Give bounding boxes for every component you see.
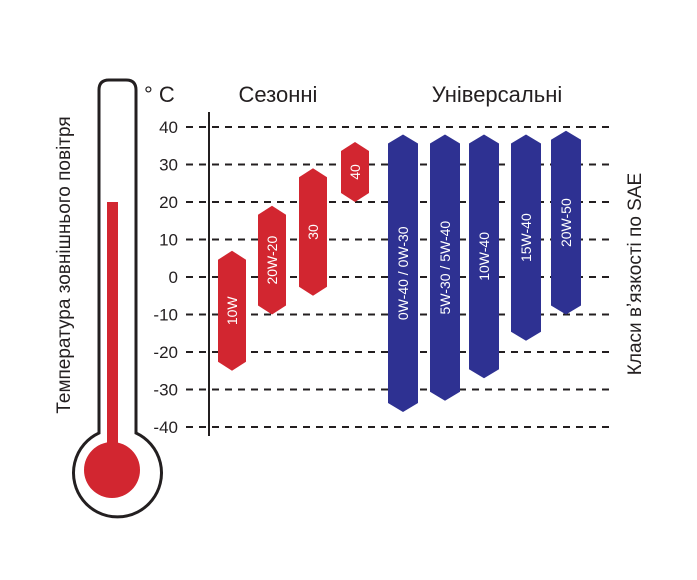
y-tick-label: -10 xyxy=(153,306,178,325)
bar-20w-20 xyxy=(258,205,286,315)
y-tick-label: -30 xyxy=(153,381,178,400)
thermometer-bulb xyxy=(84,442,140,498)
y-tick-label: 20 xyxy=(159,193,178,212)
bar-label: 20W-20 xyxy=(264,236,280,285)
bar-0w-40-0w-30 xyxy=(388,134,418,412)
y-tick-label: 40 xyxy=(159,118,178,137)
bar-label: 0W-40 / 0W-30 xyxy=(395,226,411,320)
bar-10w-40 xyxy=(469,134,499,379)
bar-20w-50 xyxy=(551,130,581,315)
bar-label: 15W-40 xyxy=(518,213,534,262)
right-axis-title: Класи вʼязкості по SAE xyxy=(625,173,646,375)
bar-label: 5W-30 / 5W-40 xyxy=(437,221,453,315)
y-tick-label: -20 xyxy=(153,343,178,362)
y-tick-label: 30 xyxy=(159,156,178,175)
bar-5w-30-5w-40 xyxy=(430,134,460,401)
thermometer-icon xyxy=(72,78,163,519)
y-axis-title: Температура зовнішнього повітря xyxy=(54,116,75,413)
bar-10w xyxy=(218,250,246,371)
bar-label: 10W xyxy=(224,296,240,326)
bar-label: 10W-40 xyxy=(476,232,492,281)
y-axis-unit: ° C xyxy=(144,82,175,107)
y-tick-label: -40 xyxy=(153,418,178,437)
y-tick-label: 10 xyxy=(159,231,178,250)
bar-label: 20W-50 xyxy=(558,198,574,247)
group-label-seasonal: Сезонні xyxy=(239,82,318,107)
thermometer-mercury xyxy=(107,202,118,460)
bar-40 xyxy=(341,142,369,202)
bar-15w-40 xyxy=(511,134,541,341)
group-label-universal: Універсальні xyxy=(432,82,563,107)
bar-30 xyxy=(299,168,327,296)
y-tick-label: 0 xyxy=(169,268,178,287)
bar-label: 40 xyxy=(347,164,363,180)
bar-label: 30 xyxy=(305,224,321,240)
